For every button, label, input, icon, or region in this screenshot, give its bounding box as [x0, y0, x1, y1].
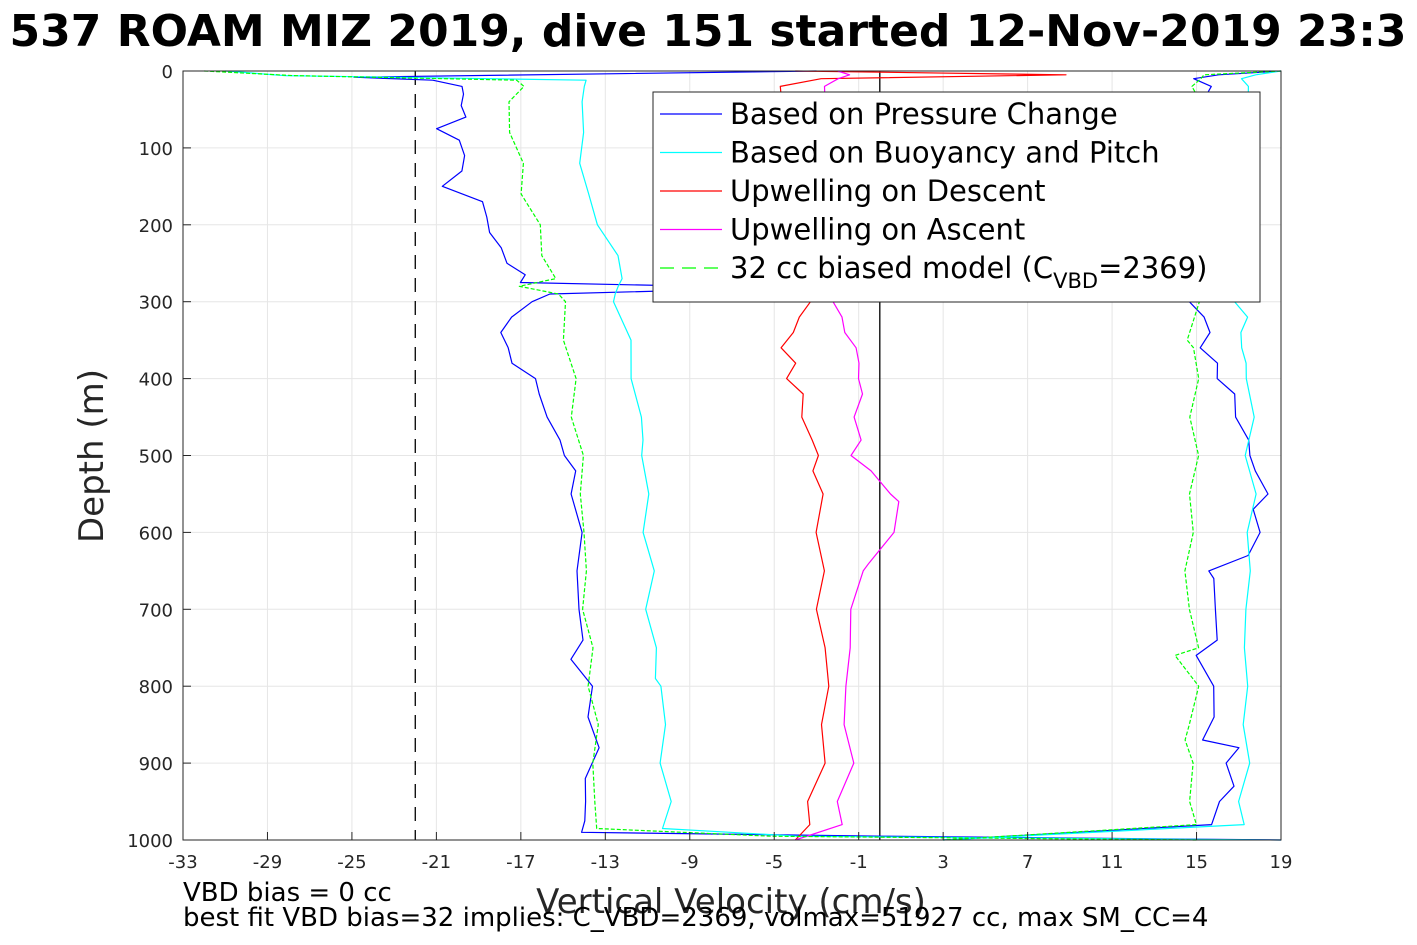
x-tick-label: 7: [1022, 852, 1033, 873]
x-tick-label: -21: [422, 852, 451, 873]
chart-title: 537 ROAM MIZ 2019, dive 151 started 12-N…: [10, 6, 1407, 57]
series-line-4: [204, 70, 1197, 841]
x-tick-label: 3: [937, 852, 948, 873]
y-tick-label: 500: [139, 447, 173, 468]
y-tick-label: 700: [139, 600, 173, 621]
x-axis-label: Vertical Velocity (cm/s): [536, 882, 926, 922]
footer-line-2: best fit VBD bias=32 implies: C_VBD=2369…: [183, 903, 1209, 933]
legend: Based on Pressure Change Based on Buoyanc…: [652, 91, 1261, 303]
x-tick-label: -13: [591, 852, 620, 873]
y-tick-label: 300: [139, 293, 173, 314]
x-tick-label: 19: [1270, 852, 1293, 873]
series-line-1: [225, 70, 1282, 841]
y-tick-label: 600: [139, 523, 173, 544]
x-tick-label: -1: [850, 852, 868, 873]
legend-label: 32 cc biased model (CVBD=2369): [730, 251, 1208, 293]
y-tick-label: 200: [139, 216, 173, 237]
y-tick-label: 400: [139, 370, 173, 391]
y-tick-label: 800: [139, 677, 173, 698]
y-tick-label: 900: [139, 754, 173, 775]
legend-label: Based on Pressure Change: [730, 97, 1118, 131]
x-tick-label: -33: [168, 852, 197, 873]
y-tick-label: 100: [139, 139, 173, 160]
x-tick-label: 15: [1185, 852, 1208, 873]
legend-box: [652, 91, 1261, 303]
x-tick-label: -9: [681, 852, 699, 873]
x-tick-label: -17: [506, 852, 535, 873]
legend-label: Upwelling on Descent: [730, 174, 1046, 208]
y-axis-label: Depth (m): [72, 369, 112, 543]
footer-line-1: VBD bias = 0 cc: [183, 878, 392, 908]
x-tick-label: 11: [1101, 852, 1124, 873]
tick-labels: -33 -29 -25 -21 -17 -13 -9 -5 -1 3 7 11 15 1901002003…: [127, 62, 1292, 873]
x-tick-label: -29: [253, 852, 282, 873]
y-tick-label: 0: [162, 62, 173, 83]
x-tick-label: -25: [337, 852, 366, 873]
legend-label: Based on Buoyancy and Pitch: [730, 136, 1160, 170]
x-tick-label: -5: [765, 852, 783, 873]
y-tick-label: 1000: [127, 831, 173, 852]
legend-label: Upwelling on Ascent: [730, 213, 1025, 247]
